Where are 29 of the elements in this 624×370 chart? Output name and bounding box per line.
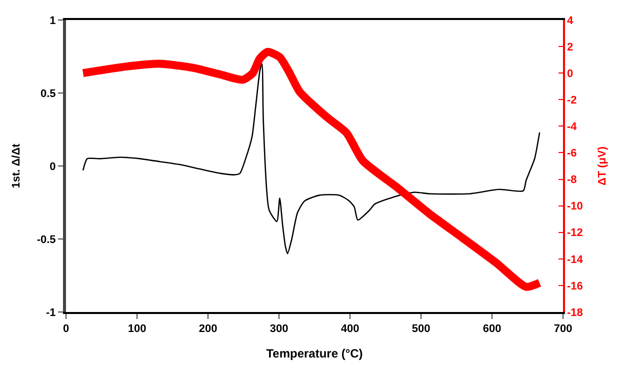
x-tick-label: 700 (554, 322, 572, 335)
y2-tick-label: -12 (566, 227, 583, 240)
y2-tick-label: -6 (566, 148, 577, 160)
x-tick-label: 500 (412, 322, 430, 335)
y-tick-label: 0.5 (40, 88, 56, 100)
y2-tick-label: -10 (566, 200, 583, 213)
y-axis-title: 1st. Δ/Δt (10, 143, 22, 188)
x-tick-label: 400 (340, 322, 360, 335)
y2-tick-label: -4 (566, 121, 578, 134)
y2-tick-label: -2 (566, 94, 577, 106)
y2-tick-label: -8 (566, 174, 577, 186)
x-tick-label: 0 (62, 322, 70, 335)
y2-tick-label: 2 (566, 41, 574, 54)
x-tick-label: 200 (198, 322, 218, 335)
y2-tick-label: -14 (566, 254, 584, 266)
x-tick-label: 300 (270, 322, 288, 335)
y2-tick-label: 0 (566, 68, 574, 80)
y-tick-label: 0 (50, 160, 56, 173)
y2-tick-label: -16 (566, 280, 583, 292)
y2-axis-title: ΔT (μV) (596, 146, 608, 186)
y2-tick-label: -18 (566, 306, 583, 319)
x-tick-label: 100 (128, 322, 146, 335)
y2-tick-label: 4 (566, 14, 574, 27)
x-axis-title: Temperature (°C) (266, 346, 363, 360)
y-tick-label: -1 (46, 306, 56, 319)
x-tick-label: 600 (482, 322, 502, 335)
y-tick-label: 1 (50, 14, 56, 27)
line-series (82, 63, 540, 254)
y-tick-label: -0.5 (36, 234, 56, 246)
